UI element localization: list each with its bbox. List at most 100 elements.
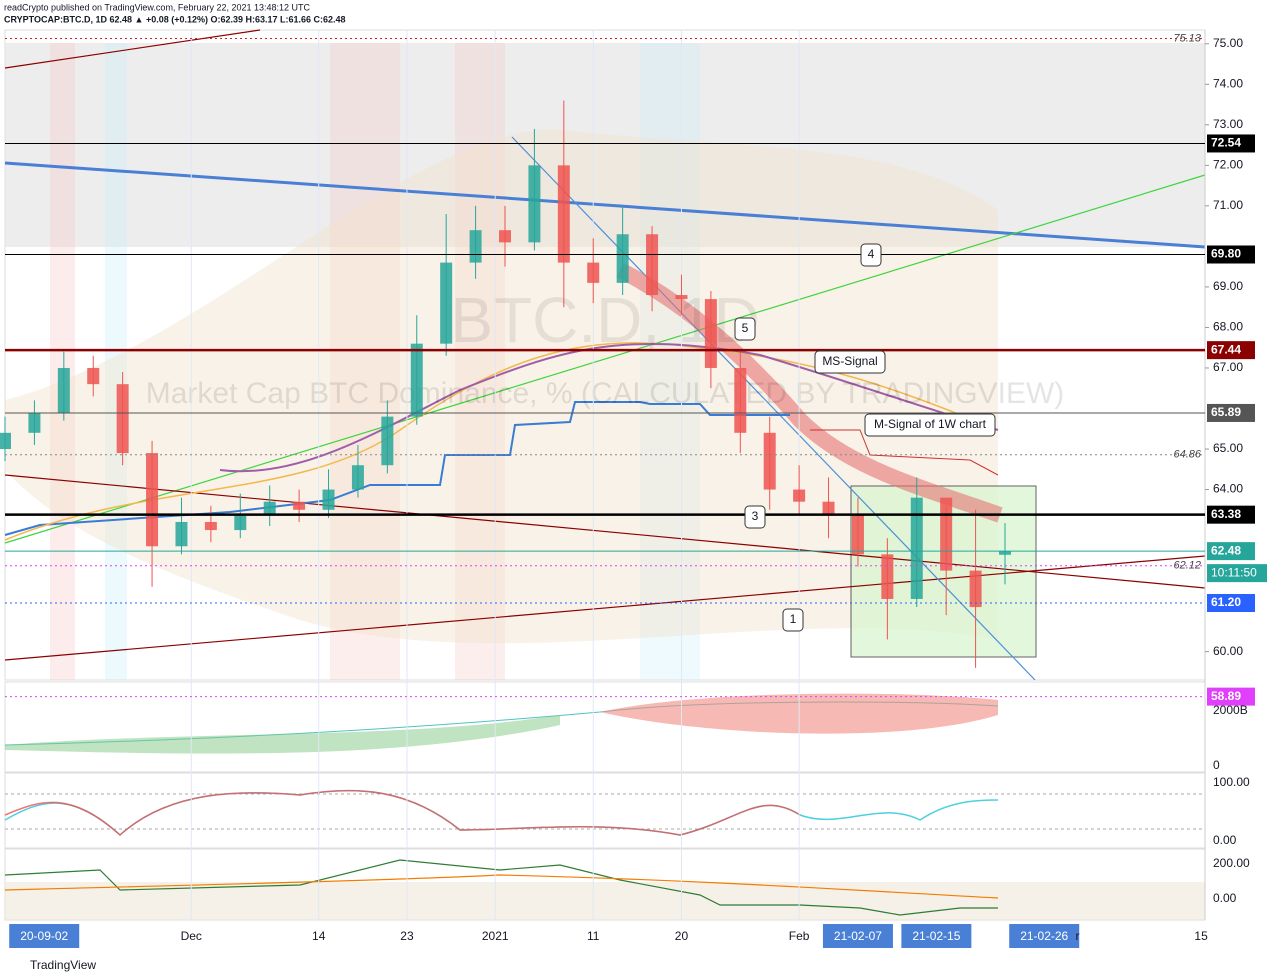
annotation: MS-Signal bbox=[822, 354, 877, 368]
header-line2: CRYPTOCAP:BTC.D, 1D 62.48 ▲ +0.08 (+0.12… bbox=[4, 14, 346, 24]
panel-axis-label: 0 bbox=[1213, 758, 1220, 772]
callout bbox=[744, 505, 766, 529]
x-label-box bbox=[822, 924, 893, 948]
annotation: 3 bbox=[752, 509, 759, 523]
watermark-subtitle: Market Cap BTC Dominance, % (CALCULATED … bbox=[146, 377, 1065, 410]
candle-body bbox=[734, 367, 747, 433]
candle-body bbox=[763, 432, 776, 490]
x-tick-label: r bbox=[1076, 929, 1080, 943]
panel-axis-label: 200.00 bbox=[1213, 856, 1250, 870]
candle-body bbox=[116, 384, 129, 454]
level-label-box bbox=[1207, 687, 1255, 706]
level-label: 67.44 bbox=[1211, 342, 1241, 356]
candle-body bbox=[410, 343, 423, 417]
candle-body bbox=[293, 501, 306, 510]
y-tick-label: 69.00 bbox=[1213, 279, 1243, 293]
panel-axis-label: 0.00 bbox=[1213, 891, 1237, 905]
candle-body bbox=[175, 521, 188, 547]
level-label-box bbox=[1207, 542, 1255, 561]
level-label-box bbox=[1207, 403, 1255, 422]
candle-body bbox=[469, 230, 482, 263]
y-tick-label: 75.00 bbox=[1213, 36, 1243, 50]
candle-body bbox=[263, 501, 276, 514]
candle-body bbox=[0, 432, 11, 450]
level-label: 65.89 bbox=[1211, 405, 1241, 419]
callout bbox=[864, 413, 996, 437]
candle-body bbox=[381, 416, 394, 466]
countdown-box bbox=[1207, 564, 1267, 583]
level-label: 64.86 bbox=[1173, 449, 1201, 461]
x-tick-label: 21-02-15 bbox=[912, 929, 960, 943]
candle-body bbox=[28, 412, 41, 433]
candle-body bbox=[499, 230, 511, 243]
x-tick-label: 15 bbox=[1194, 929, 1208, 943]
header-line1: readCrypto published on TradingView.com,… bbox=[4, 2, 311, 12]
panel-axis-label: 100.00 bbox=[1213, 775, 1250, 789]
y-tick-label: 72.00 bbox=[1213, 158, 1243, 172]
panel-axis-label: 2000B bbox=[1213, 703, 1248, 717]
candle-body bbox=[87, 367, 100, 385]
candle-body bbox=[675, 295, 688, 300]
countdown: 10:11:50 bbox=[1211, 565, 1257, 579]
candle-body bbox=[528, 165, 541, 243]
annotation: M-Signal of 1W chart bbox=[874, 417, 987, 431]
level-label: 72.54 bbox=[1211, 136, 1241, 150]
x-tick-label: 21-02-26 bbox=[1020, 929, 1068, 943]
candle-body bbox=[704, 299, 717, 368]
candle-body bbox=[910, 497, 923, 599]
level-label: 62.12 bbox=[1173, 560, 1201, 572]
x-label-box bbox=[1009, 924, 1080, 948]
annotation: 4 bbox=[868, 247, 875, 261]
candle-body bbox=[322, 489, 335, 510]
callout bbox=[782, 608, 804, 632]
candle-body bbox=[57, 367, 70, 413]
candle-body bbox=[234, 513, 247, 531]
x-tick-label: 14 bbox=[312, 929, 326, 943]
x-tick-label: Feb bbox=[789, 929, 810, 943]
x-tick-label: 2021 bbox=[482, 929, 509, 943]
candle-body bbox=[822, 501, 835, 514]
y-tick-label: 74.00 bbox=[1213, 76, 1243, 90]
x-tick-label: Dec bbox=[181, 929, 202, 943]
x-tick-label: 23 bbox=[400, 929, 414, 943]
y-tick-label: 67.00 bbox=[1213, 360, 1243, 374]
level-label-box bbox=[1207, 594, 1255, 613]
candle-body bbox=[204, 521, 217, 531]
annotation: 5 bbox=[742, 321, 749, 335]
candle-body bbox=[851, 513, 864, 555]
y-tick-label: 71.00 bbox=[1213, 198, 1243, 212]
level-label: 62.48 bbox=[1211, 543, 1241, 557]
candle-body bbox=[881, 554, 894, 599]
candle-body bbox=[440, 262, 453, 344]
level-label-box bbox=[1207, 341, 1255, 360]
level-label-box bbox=[1207, 245, 1255, 264]
candle-body bbox=[969, 570, 982, 608]
level-label: 61.20 bbox=[1211, 595, 1241, 609]
x-tick-label: 20 bbox=[675, 929, 689, 943]
candle-body bbox=[616, 234, 629, 283]
candle-body bbox=[351, 465, 364, 490]
panel-axis-label: 0.00 bbox=[1213, 833, 1237, 847]
y-tick-label: 64.00 bbox=[1213, 482, 1243, 496]
y-tick-label: 73.00 bbox=[1213, 117, 1243, 131]
candle-body bbox=[940, 497, 953, 571]
x-tick-label: 11 bbox=[587, 929, 600, 943]
x-tick-label: 20-09-02 bbox=[20, 929, 68, 943]
x-label-box bbox=[9, 924, 80, 948]
level-label: 58.89 bbox=[1211, 689, 1241, 703]
level-label-box bbox=[1207, 134, 1255, 153]
level-label-box bbox=[1207, 505, 1255, 524]
level-label: 63.38 bbox=[1211, 507, 1241, 521]
level-label: 69.80 bbox=[1211, 247, 1241, 261]
candle-body bbox=[999, 551, 1011, 555]
candle-body bbox=[587, 262, 600, 283]
callout bbox=[814, 350, 886, 374]
x-tick-label: 21-02-07 bbox=[834, 929, 882, 943]
y-tick-label: 65.00 bbox=[1213, 441, 1243, 455]
callout bbox=[860, 243, 882, 267]
candle-body bbox=[146, 453, 159, 547]
y-tick-label: 60.00 bbox=[1213, 644, 1243, 658]
candle-body bbox=[557, 165, 570, 263]
callout bbox=[734, 317, 756, 341]
